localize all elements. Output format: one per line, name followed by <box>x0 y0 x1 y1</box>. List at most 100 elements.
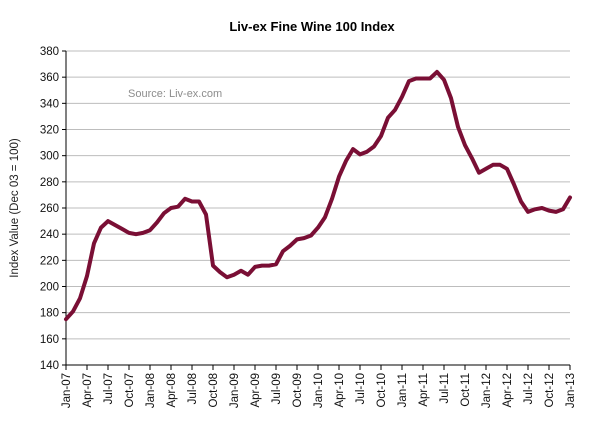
x-tick-label: Apr-12 <box>502 373 514 408</box>
data-point <box>303 237 305 239</box>
data-point <box>142 232 144 234</box>
data-point <box>415 77 417 80</box>
data-point <box>429 77 431 80</box>
data-point <box>240 270 242 272</box>
data-point <box>401 95 403 98</box>
y-axis-label: Index Value (Dec 03 = 100) <box>9 138 21 278</box>
data-point <box>569 196 571 199</box>
data-point <box>443 78 445 81</box>
data-point <box>86 275 88 277</box>
x-tick-label: Oct-08 <box>208 373 220 408</box>
x-tick-label: Jan-13 <box>565 373 577 408</box>
data-point <box>457 126 459 128</box>
y-tick-label: 220 <box>40 255 59 267</box>
data-point <box>548 209 550 212</box>
x-tick-label: Oct-12 <box>544 373 556 408</box>
data-point <box>282 250 284 252</box>
y-tick-label: 160 <box>40 334 59 346</box>
y-tick-label: 280 <box>40 177 59 189</box>
data-point <box>359 153 361 156</box>
y-tick-label: 340 <box>40 98 59 110</box>
data-point <box>93 242 95 245</box>
y-tick-label: 180 <box>40 308 59 320</box>
series-line <box>64 69 572 322</box>
data-point <box>233 273 235 276</box>
x-tick-label: Oct-11 <box>460 373 472 407</box>
x-tick-label: Apr-09 <box>250 373 262 408</box>
y-tick-label: 260 <box>40 203 59 215</box>
data-point <box>121 228 123 230</box>
x-tick-label: Oct-10 <box>376 373 388 408</box>
data-point <box>163 212 165 215</box>
data-point <box>436 71 438 73</box>
data-point <box>72 310 74 313</box>
data-point <box>212 264 214 267</box>
data-point <box>471 157 473 160</box>
chart-title: Liv-ex Fine Wine 100 Index <box>229 19 395 34</box>
y-tick-label: 380 <box>40 46 59 58</box>
data-point <box>128 232 130 234</box>
data-point <box>373 145 375 148</box>
source-annotation: Source: Liv-ex.com <box>128 88 222 100</box>
data-point <box>177 205 179 208</box>
x-tick-label: Jul-12 <box>523 373 535 404</box>
y-tick-label: 320 <box>40 125 59 137</box>
data-point <box>338 175 340 178</box>
data-point <box>261 264 263 267</box>
data-point <box>107 220 109 222</box>
data-point <box>450 97 452 99</box>
x-tick-label: Jan-10 <box>313 373 325 408</box>
data-point <box>492 164 494 166</box>
x-axis-ticks: Jan-07 Apr-07 Jul-07 Oct-07 Jan-08 Apr-08 Jul-… <box>61 365 577 408</box>
data-point <box>555 211 557 213</box>
y-tick-label: 300 <box>40 151 59 163</box>
data-point <box>65 318 67 321</box>
x-tick-label: Jul-08 <box>187 373 199 404</box>
data-point <box>506 167 508 170</box>
x-tick-label: Apr-10 <box>334 373 346 408</box>
data-point <box>422 77 424 80</box>
data-point <box>156 221 158 224</box>
data-point <box>170 207 172 209</box>
data-point <box>331 198 333 200</box>
y-axis-ticks: 140 160 180 200 220 240 260 280 300 320 340 360 380 <box>40 46 66 372</box>
data-point <box>387 116 389 119</box>
x-tick-label: Oct-09 <box>292 373 304 408</box>
data-point <box>289 245 291 247</box>
data-point <box>219 271 221 273</box>
data-point <box>317 226 319 229</box>
x-tick-label: Jan-07 <box>61 373 73 408</box>
data-point <box>366 150 368 153</box>
x-tick-label: Jul-11 <box>439 373 451 403</box>
y-tick-label: 140 <box>40 360 59 372</box>
data-point <box>394 109 396 111</box>
data-point <box>534 208 536 211</box>
x-tick-label: Jan-09 <box>229 373 241 408</box>
x-tick-label: Apr-08 <box>166 373 178 408</box>
data-point <box>254 266 256 268</box>
data-point <box>184 198 186 200</box>
y-tick-label: 240 <box>40 229 59 241</box>
data-point <box>247 273 249 276</box>
y-tick-label: 360 <box>40 72 59 84</box>
data-point <box>135 233 137 235</box>
x-tick-label: Jul-09 <box>271 373 283 404</box>
x-tick-label: Oct-07 <box>124 373 136 408</box>
data-point <box>408 80 410 82</box>
x-tick-label: Apr-11 <box>418 373 430 407</box>
data-point <box>324 216 326 218</box>
x-tick-label: Jan-12 <box>481 373 493 408</box>
x-tick-label: Jul-07 <box>103 373 115 404</box>
data-point <box>310 234 312 237</box>
data-point <box>541 207 543 209</box>
data-point <box>198 200 200 203</box>
data-point <box>205 213 207 216</box>
data-point <box>114 224 116 226</box>
data-point <box>296 238 298 241</box>
data-point <box>478 171 480 174</box>
data-point <box>499 164 501 166</box>
data-point <box>562 208 564 211</box>
data-point <box>527 211 529 213</box>
data-point <box>149 229 151 232</box>
